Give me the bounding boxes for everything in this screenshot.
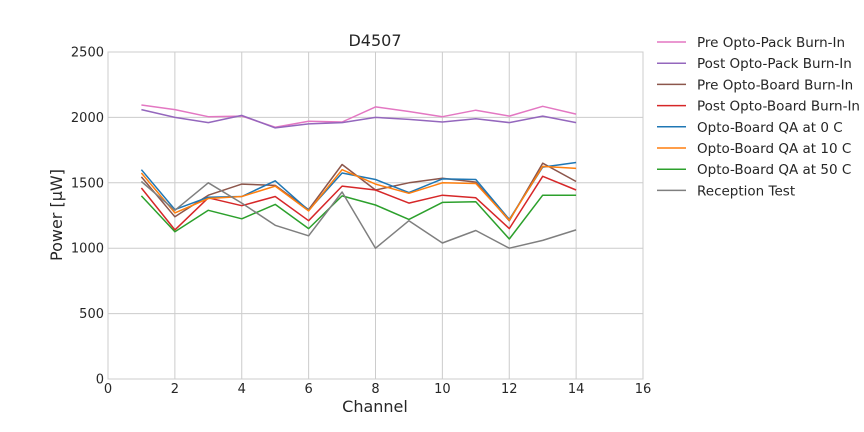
series-line <box>140 165 577 221</box>
legend-label: Pre Opto-Pack Burn-In <box>697 35 845 51</box>
y-tick-label: 500 <box>79 307 104 322</box>
legend-label: Post Opto-Board Burn-In <box>697 99 860 115</box>
legend: Pre Opto-Pack Burn-In Post Opto-Pack Burn… <box>657 35 860 199</box>
series-lines <box>140 104 577 249</box>
x-tick-label: 14 <box>568 382 585 397</box>
legend-label: Post Opto-Pack Burn-In <box>697 56 852 72</box>
series-line <box>140 175 577 231</box>
x-tick-label: 8 <box>371 382 379 397</box>
legend-label: Opto-Board QA at 10 C <box>697 141 851 157</box>
x-tick-label: 16 <box>635 382 652 397</box>
x-tick-label: 12 <box>501 382 518 397</box>
y-tick-label: 2500 <box>71 46 104 61</box>
legend-label: Pre Opto-Board Burn-In <box>697 77 853 93</box>
legend-label: Opto-Board QA at 0 C <box>697 120 843 136</box>
legend-item: Post Opto-Board Burn-In <box>657 99 860 115</box>
x-tick-label: 2 <box>171 382 179 397</box>
y-axis-title: Power [μW] <box>47 169 66 261</box>
legend-label: Reception Test <box>697 183 795 199</box>
y-tick-label: 2000 <box>71 111 104 126</box>
series-line <box>141 104 577 128</box>
legend-item: Pre Opto-Pack Burn-In <box>657 35 845 51</box>
series-line <box>140 180 577 249</box>
series-line <box>141 108 577 129</box>
legend-label: Opto-Board QA at 50 C <box>697 162 851 178</box>
legend-item: Reception Test <box>657 183 795 199</box>
legend-item: Opto-Board QA at 10 C <box>657 141 851 157</box>
chart-title: D4507 <box>348 31 401 50</box>
y-tick-label: 1000 <box>71 242 104 257</box>
tick-labels: 0 2 4 6 8 10 12 14 16 0 500 1000 1500 2000 2500 <box>71 46 651 398</box>
x-tick-label: 4 <box>238 382 246 397</box>
x-tick-label: 6 <box>304 382 312 397</box>
series-line <box>140 194 577 240</box>
y-tick-label: 0 <box>96 373 104 388</box>
legend-item: Opto-Board QA at 0 C <box>657 120 843 136</box>
legend-item: Post Opto-Pack Burn-In <box>657 56 852 72</box>
legend-item: Opto-Board QA at 50 C <box>657 162 851 178</box>
plot-frame <box>107 51 644 380</box>
x-axis-title: Channel <box>342 397 408 416</box>
legend-item: Pre Opto-Board Burn-In <box>657 77 853 93</box>
y-tick-label: 1500 <box>71 176 104 191</box>
x-tick-label: 0 <box>104 382 112 397</box>
x-tick-label: 10 <box>434 382 451 397</box>
